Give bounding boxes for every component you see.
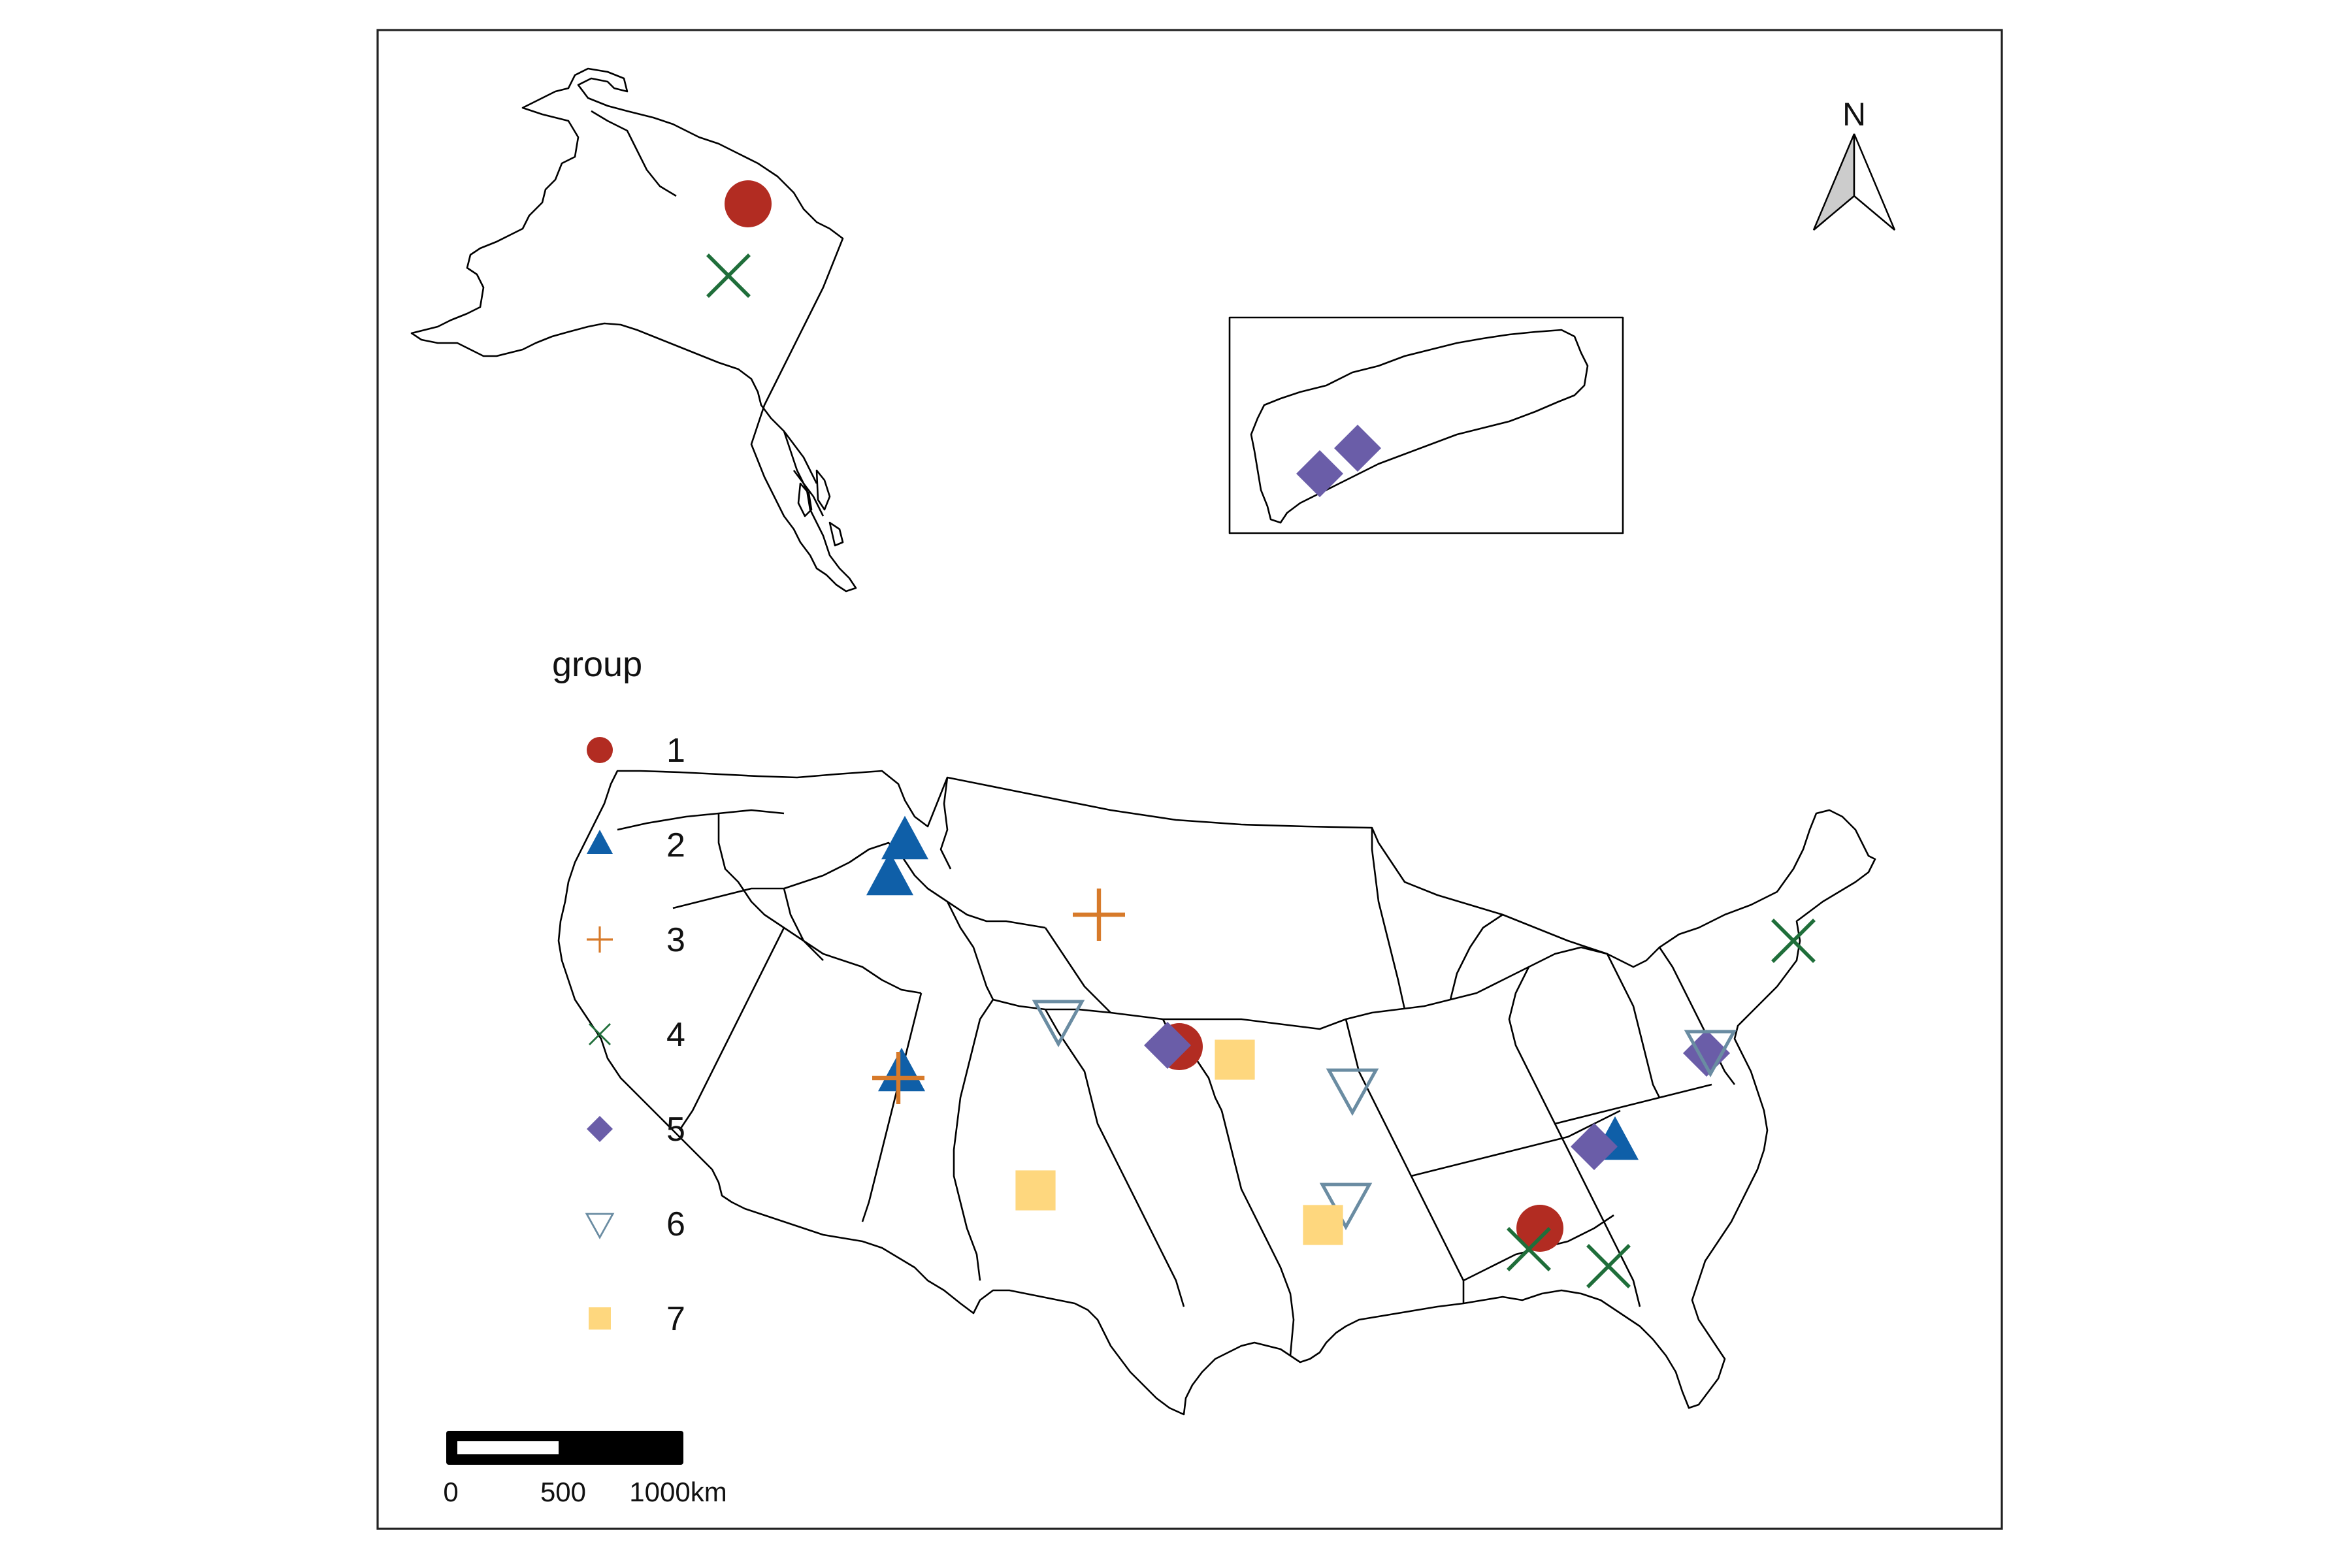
marker-group-6-18 [1032, 1000, 1085, 1047]
map-markers [706, 180, 1816, 1288]
north-label: N [1842, 96, 1866, 133]
legend-symbol-1 [587, 737, 613, 763]
marker-group-7-24 [1303, 1205, 1343, 1245]
scale-bar-segment [457, 1441, 559, 1454]
legend-items: 1 2 3 4 5 6 7 [585, 732, 685, 1338]
scale-label-0: 0 [443, 1477, 458, 1507]
marker-group-3-7 [1073, 889, 1125, 941]
scale-label-500: 500 [540, 1477, 586, 1507]
alaska-inset [410, 67, 857, 593]
island-inset [1228, 316, 1624, 534]
legend-label-4: 4 [666, 1016, 685, 1054]
legend-symbol-7 [589, 1307, 611, 1330]
legend-label-1: 1 [666, 732, 685, 770]
marker-group-5-16 [1571, 1123, 1618, 1170]
legend-label-7: 7 [666, 1300, 685, 1338]
marker-group-4-9 [706, 253, 751, 298]
marker-group-5-17 [1683, 1030, 1730, 1077]
marker-group-5-14 [1334, 425, 1381, 472]
legend-symbol-4 [589, 1023, 611, 1045]
marker-group-7-22 [1215, 1039, 1255, 1080]
island-outline [1250, 329, 1589, 524]
alaska-islands [797, 469, 844, 547]
marker-group-3-8 [872, 1052, 924, 1104]
legend-symbol-6 [585, 1213, 615, 1239]
marker-group-6-19 [1326, 1068, 1379, 1116]
island-inset-frame [1228, 316, 1624, 534]
marker-group-7-23 [1015, 1170, 1056, 1211]
conus-outline [557, 770, 1876, 1416]
marker-group-2-5 [878, 1047, 925, 1092]
legend-label-5: 5 [666, 1111, 685, 1149]
legend: group 1 2 3 4 5 6 7 [552, 645, 685, 1338]
marker-group-6-21 [1684, 1030, 1737, 1077]
marker-group-1-2 [1516, 1205, 1563, 1252]
legend-symbol-3 [587, 926, 613, 953]
alaska-coastline-detail [591, 110, 825, 517]
alaska-outline [410, 67, 857, 593]
north-arrow-left [1812, 133, 1855, 231]
scale-bar-outer [446, 1431, 683, 1465]
marker-group-4-11 [1507, 1227, 1551, 1271]
conus-map [557, 770, 1876, 1416]
region-boundaries [617, 777, 1736, 1356]
marker-group-2-4 [866, 851, 913, 896]
marker-group-4-12 [1586, 1244, 1631, 1288]
legend-title: group [552, 645, 642, 684]
marker-group-4-10 [1771, 919, 1816, 963]
scale-label-1000km: 1000km [629, 1477, 727, 1507]
marker-group-2-3 [881, 815, 928, 860]
legend-symbol-2 [587, 830, 613, 854]
legend-label-2: 2 [666, 826, 685, 864]
north-arrow-icon: N [1812, 96, 1896, 231]
legend-symbol-5 [587, 1116, 613, 1142]
legend-label-3: 3 [666, 921, 685, 959]
legend-label-6: 6 [666, 1205, 685, 1243]
north-arrow-right [1853, 133, 1896, 231]
marker-group-5-15 [1144, 1022, 1191, 1069]
marker-group-5-13 [1296, 450, 1343, 497]
marker-group-1-0 [725, 180, 772, 227]
scale-bar: 0 500 1000km [443, 1431, 727, 1507]
map-frame [376, 29, 2003, 1530]
